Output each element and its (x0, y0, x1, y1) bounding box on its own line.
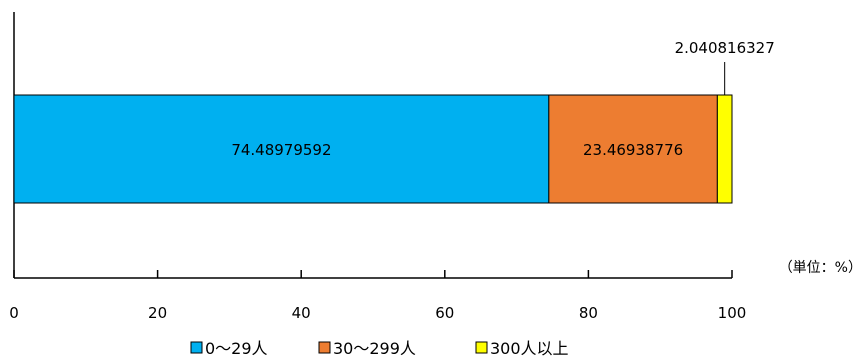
x-tick-label-100: 100 (718, 304, 747, 322)
unit-label: （単位：%） (779, 260, 862, 276)
x-tick-label-60: 60 (435, 304, 454, 322)
bar-segment-1 (13, 94, 550, 204)
data-labels: 74.48979592 23.46938776 2.040816327 (231, 39, 774, 159)
data-label-1: 74.48979592 (231, 141, 331, 159)
bar-segment-3 (716, 94, 733, 204)
data-label-2: 23.46938776 (583, 141, 683, 159)
data-label-3: 2.040816327 (675, 39, 775, 57)
x-tick-label-0: 0 (9, 304, 19, 322)
x-axis-ticks: 0 20 40 60 80 100 (9, 270, 746, 322)
legend: 0〜29人 30〜299人 300人以上 (190, 339, 569, 358)
legend-label-3: 300人以上 (490, 339, 569, 358)
legend-swatch-1 (190, 341, 203, 354)
legend-label-1: 0〜29人 (205, 339, 268, 358)
bar-segment-2 (548, 94, 718, 204)
bar-group (13, 94, 733, 204)
legend-swatch-2 (318, 341, 331, 354)
x-tick-label-20: 20 (148, 304, 167, 322)
x-tick-label-40: 40 (292, 304, 311, 322)
legend-label-2: 30〜299人 (333, 339, 416, 358)
x-tick-label-80: 80 (579, 304, 598, 322)
legend-swatch-3 (475, 341, 488, 354)
